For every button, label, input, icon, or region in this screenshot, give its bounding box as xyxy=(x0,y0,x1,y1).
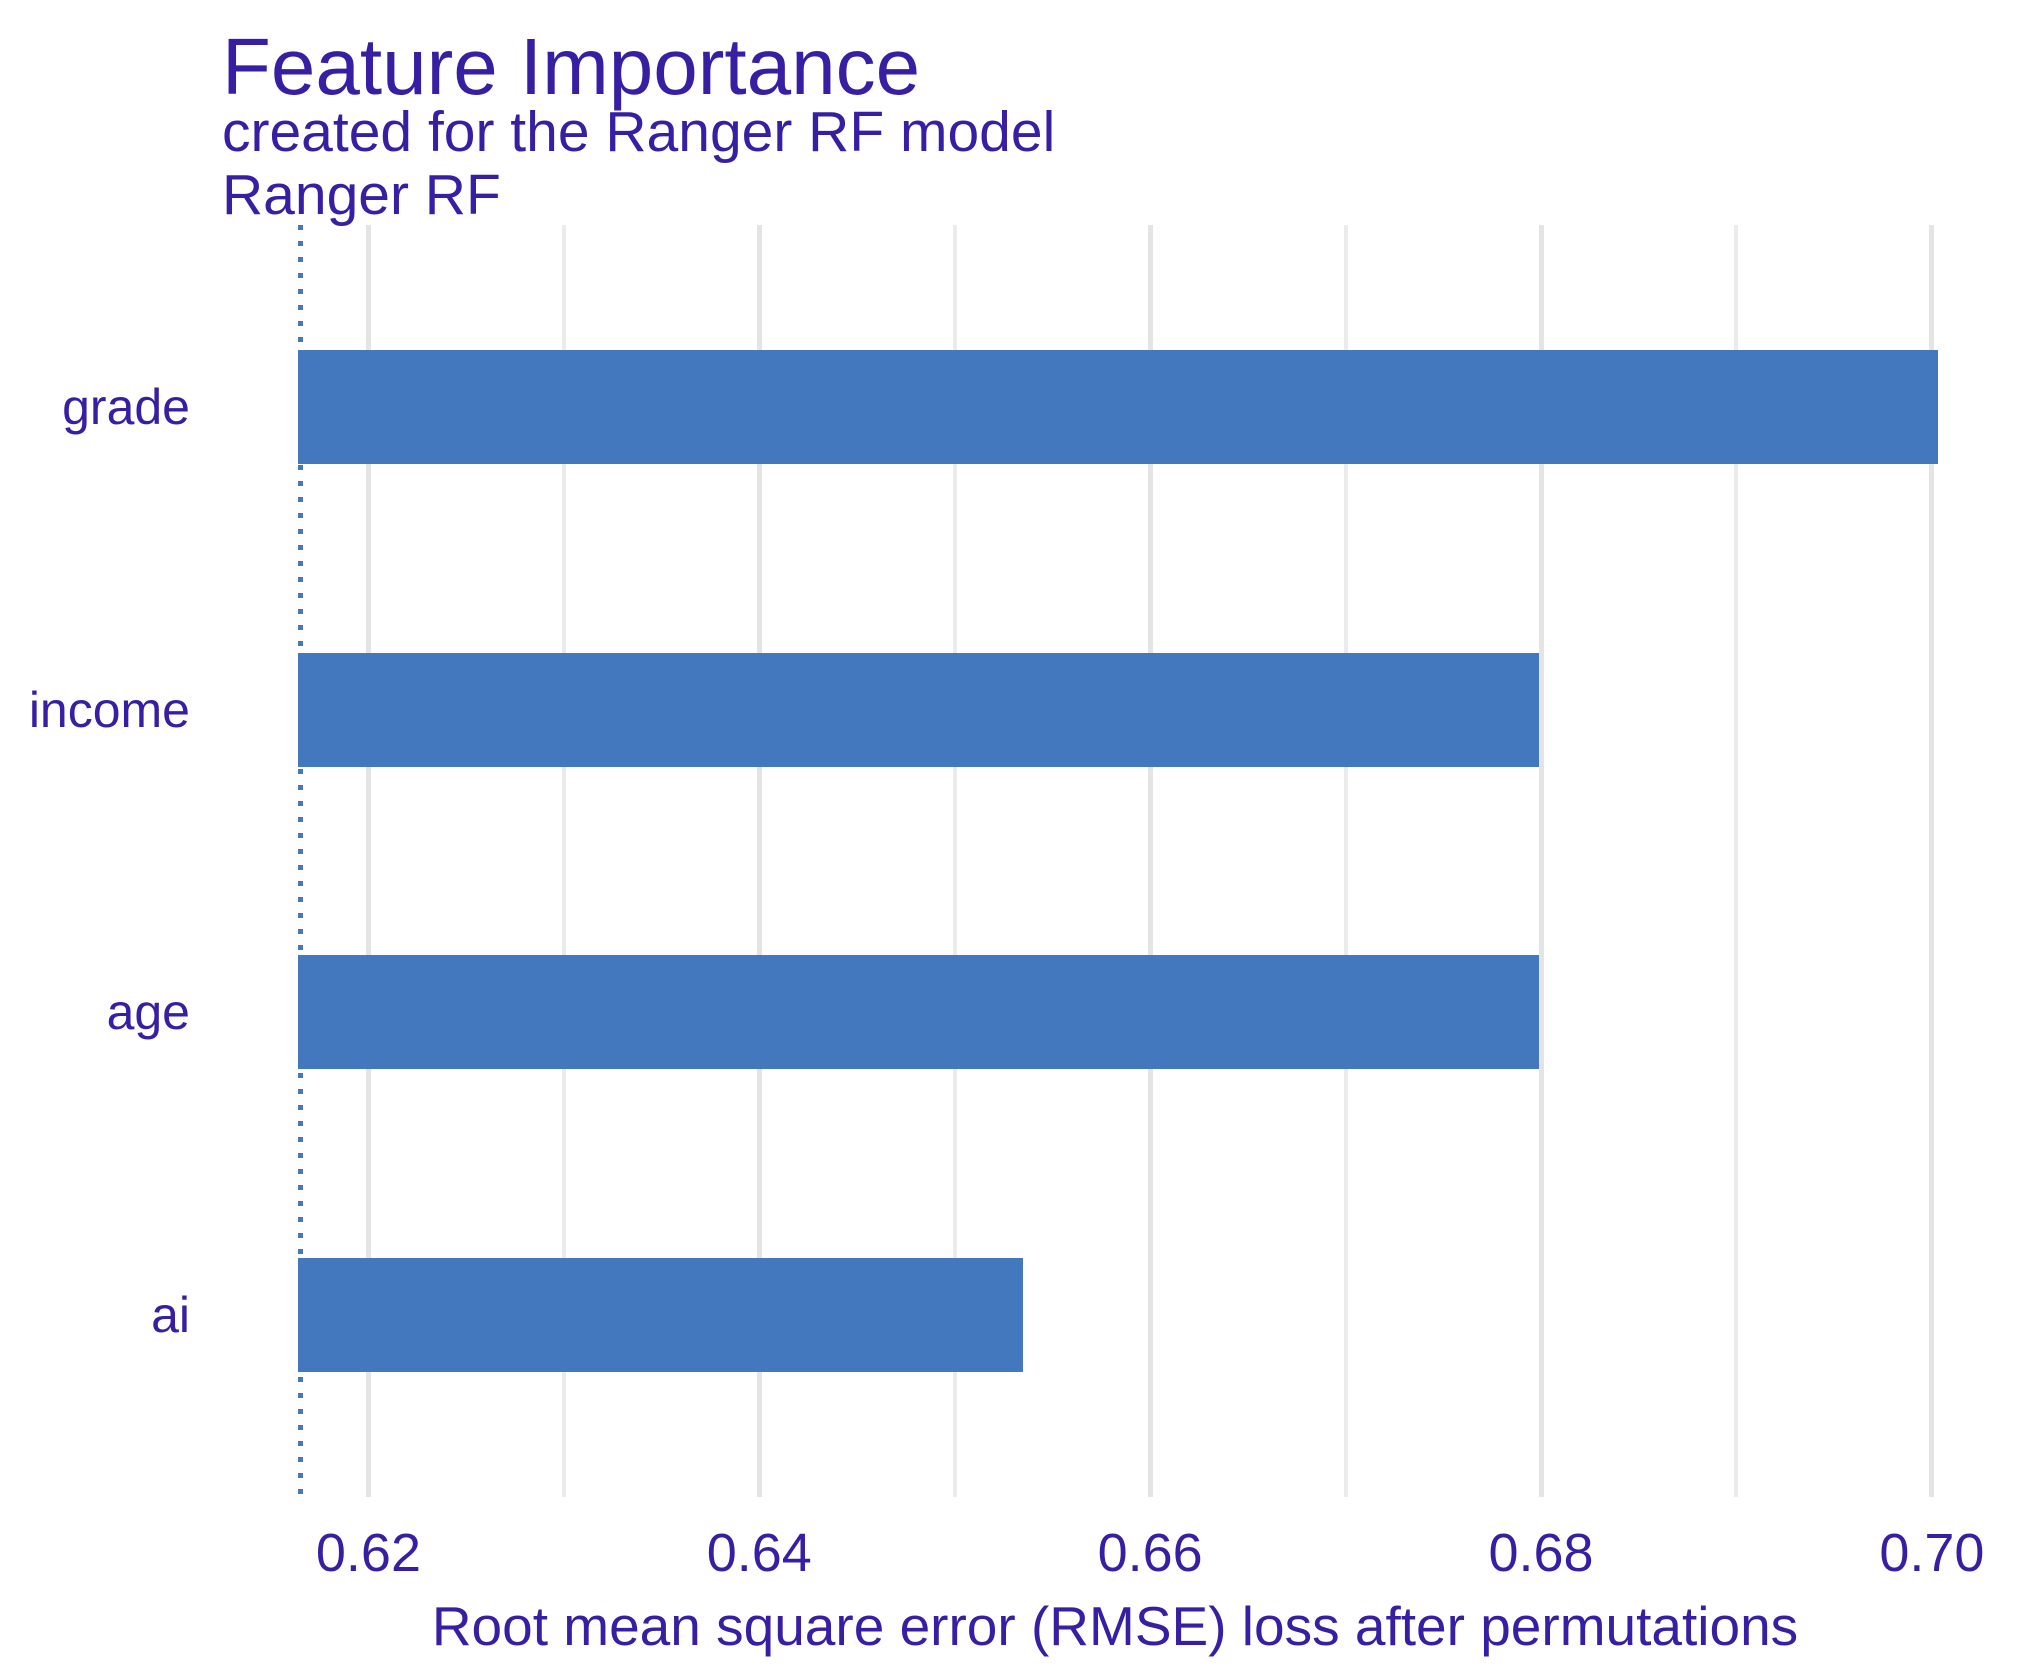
bar-ai xyxy=(297,1258,1024,1373)
gridline-minor-0.69 xyxy=(1734,225,1739,1497)
facet-strip-label: Ranger RF xyxy=(222,163,501,227)
chart-title: Feature Importance xyxy=(222,22,921,111)
y-axis-label-grade: grade xyxy=(62,378,190,435)
x-tick-label-0.66: 0.66 xyxy=(1097,1523,1203,1583)
x-tick-label-0.70: 0.70 xyxy=(1879,1523,1985,1583)
gridline-0.62 xyxy=(365,225,371,1497)
y-axis-label-income: income xyxy=(28,681,190,738)
x-axis-title: Root mean square error (RMSE) loss after… xyxy=(431,1595,1799,1657)
gridline-0.66 xyxy=(1147,225,1153,1497)
gridline-0.7 xyxy=(1929,225,1935,1497)
x-tick-label-0.62: 0.62 xyxy=(315,1523,421,1583)
bar-grade xyxy=(297,349,1938,464)
baseline-dashed-line xyxy=(297,225,303,1497)
y-axis-label-ai: ai xyxy=(151,1287,190,1344)
gridline-minor-0.63 xyxy=(561,225,566,1497)
plot-panel xyxy=(216,225,2014,1497)
gridline-minor-0.67 xyxy=(1343,225,1348,1497)
bar-age xyxy=(297,955,1540,1070)
chart-subtitle: created for the Ranger RF model xyxy=(222,100,1056,164)
x-tick-label-0.68: 0.68 xyxy=(1488,1523,1594,1583)
x-tick-label-0.64: 0.64 xyxy=(706,1523,812,1583)
bar-income xyxy=(297,652,1540,767)
y-axis-label-age: age xyxy=(106,984,190,1041)
gridline-minor-0.65 xyxy=(952,225,957,1497)
gridline-0.68 xyxy=(1538,225,1544,1497)
gridline-0.64 xyxy=(756,225,762,1497)
